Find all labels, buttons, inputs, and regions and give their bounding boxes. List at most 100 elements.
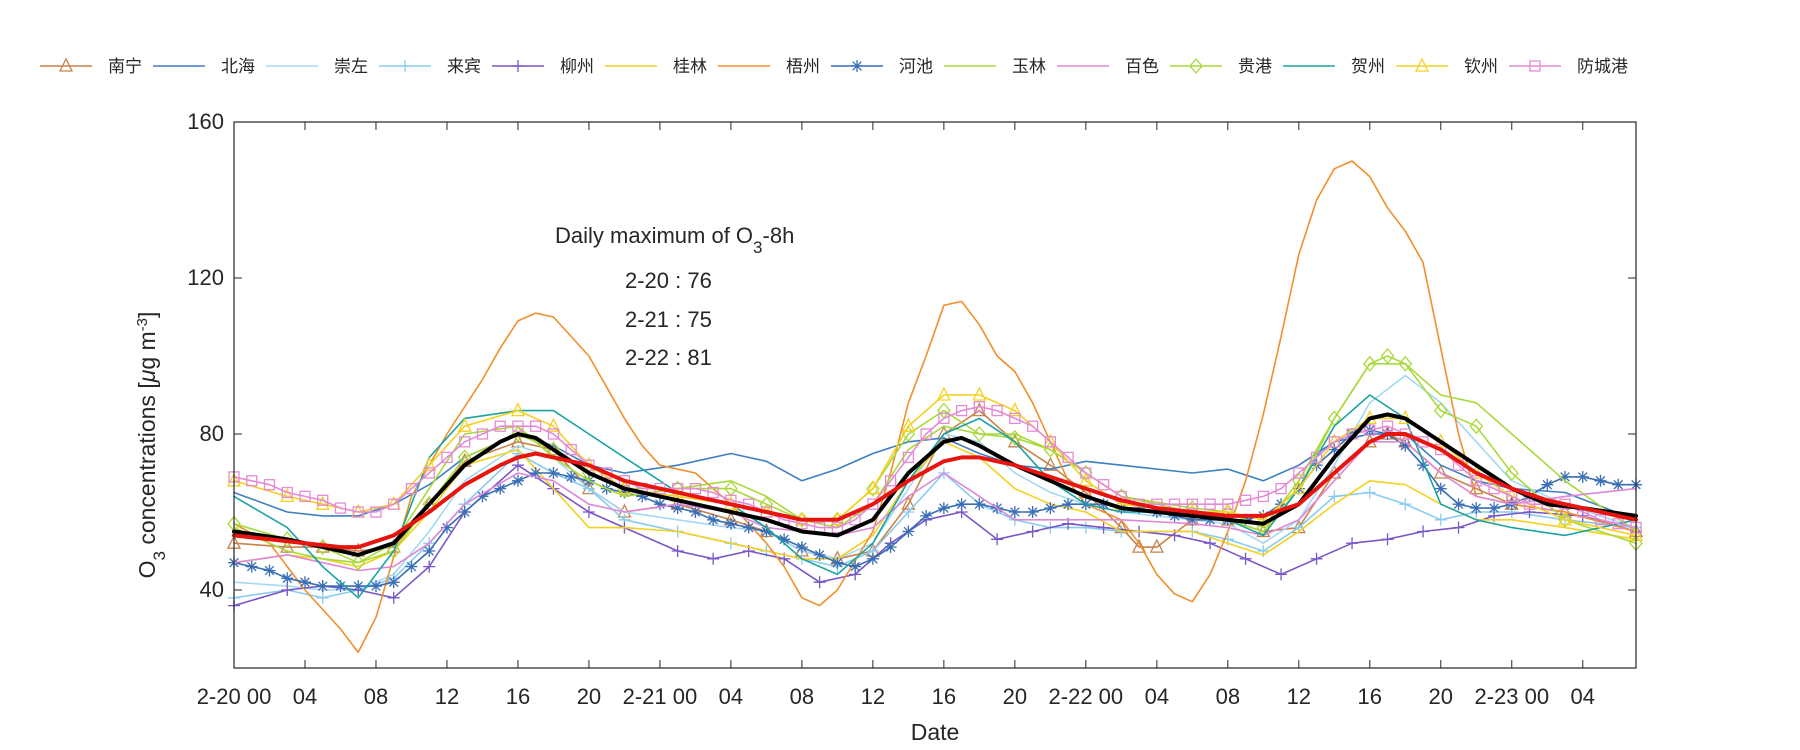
triangle-marker <box>280 487 295 503</box>
asterisk-marker <box>618 486 631 499</box>
diamond-marker <box>972 426 987 442</box>
legend-item-崇左: 崇左 <box>266 57 368 76</box>
triangle-marker <box>1433 464 1448 479</box>
asterisk-marker <box>494 482 507 495</box>
y-axis-label: O3 concentrations [μg m-3] <box>134 312 169 579</box>
x-tick-label: 16 <box>932 684 956 709</box>
plus-marker <box>902 506 915 518</box>
diamond-marker <box>1380 348 1395 364</box>
square-marker <box>494 420 506 432</box>
asterisk-marker <box>920 509 933 522</box>
asterisk-marker <box>884 541 897 554</box>
series-line-8h-mean <box>232 432 1638 550</box>
asterisk-marker <box>1576 470 1589 483</box>
legend-item-贺州: 贺州 <box>1283 57 1385 76</box>
asterisk-marker <box>653 498 666 511</box>
series-line-百色 <box>233 440 1637 572</box>
plus-marker <box>1452 521 1465 534</box>
asterisk-marker <box>1452 498 1465 511</box>
asterisk-marker <box>565 470 578 483</box>
annotation-title: Daily maximum of O3-8h <box>555 223 794 257</box>
square-marker <box>246 475 258 487</box>
triangle-marker <box>1414 57 1430 72</box>
annotation-line-1: 2-20 : 76 <box>625 268 712 293</box>
legend-label: 北海 <box>221 57 255 76</box>
triangle-marker <box>901 417 916 432</box>
square-marker <box>334 502 347 514</box>
square-marker <box>1222 498 1234 510</box>
diamond-marker <box>386 543 401 559</box>
triangle-marker <box>1007 402 1022 417</box>
asterisk-marker <box>1541 478 1554 491</box>
asterisk-marker <box>511 474 524 487</box>
square-marker <box>1488 482 1500 495</box>
square-marker <box>1364 424 1376 436</box>
plus-marker <box>1239 552 1252 565</box>
legend-item-防城港: 防城港 <box>1509 57 1628 76</box>
asterisk-marker <box>1417 459 1430 472</box>
legend-label: 钦州 <box>1464 57 1498 76</box>
asterisk-marker <box>458 506 471 518</box>
triangle-marker <box>510 433 526 448</box>
triangle-marker <box>972 386 987 401</box>
square-marker <box>441 451 453 464</box>
square-marker <box>1080 467 1092 479</box>
asterisk-marker <box>973 498 986 511</box>
y-tick-label: 160 <box>187 109 224 134</box>
series-mean <box>232 412 1638 557</box>
diamond-marker <box>1008 429 1022 446</box>
plus-marker <box>1363 486 1376 499</box>
asterisk-marker <box>1328 443 1341 456</box>
square-marker <box>1026 420 1039 432</box>
x-tick-label: 2-22 00 <box>1049 684 1124 709</box>
square-marker <box>955 404 968 417</box>
asterisk-marker <box>707 513 720 526</box>
square-marker <box>849 514 861 526</box>
triangle-marker <box>865 480 880 495</box>
asterisk-marker <box>263 564 276 577</box>
asterisk-marker <box>689 506 702 518</box>
square-marker <box>459 436 471 448</box>
series-line-梧州 <box>233 160 1637 654</box>
axes-box <box>233 121 1637 669</box>
y-tick-label: 120 <box>187 265 224 290</box>
legend-item-来宾: 来宾 <box>379 57 481 76</box>
plus-marker <box>1417 525 1430 538</box>
asterisk-marker <box>440 521 453 534</box>
asterisk-marker <box>724 517 737 530</box>
x-tick-label: 04 <box>1145 684 1169 709</box>
square-marker <box>1062 451 1074 464</box>
x-tick-label: 12 <box>1287 684 1311 709</box>
legend-item-柳州: 柳州 <box>492 57 594 76</box>
square-marker <box>565 443 577 456</box>
asterisk-marker <box>760 525 773 538</box>
square-marker <box>1435 443 1447 456</box>
square-marker <box>530 420 542 432</box>
square-marker <box>867 498 879 510</box>
plot-frame <box>233 121 1637 669</box>
plus-marker <box>512 60 524 72</box>
asterisk-marker <box>245 560 258 573</box>
series-line-北海 <box>233 433 1637 521</box>
x-tick-label: 20 <box>1429 684 1453 709</box>
triangle-marker <box>1557 511 1573 526</box>
legend-item-玉林: 玉林 <box>944 57 1046 76</box>
square-marker <box>317 494 329 506</box>
triangle-marker <box>546 417 561 432</box>
series-梧州 <box>233 160 1637 654</box>
square-marker <box>512 420 524 432</box>
legend-label: 贵港 <box>1238 57 1272 76</box>
diamond-marker <box>1189 58 1203 74</box>
asterisk-marker <box>851 60 863 72</box>
asterisk-marker <box>1594 474 1607 487</box>
triangle-marker <box>1043 456 1058 471</box>
asterisk-marker <box>316 580 329 593</box>
plus-marker <box>387 591 400 604</box>
asterisk-marker <box>387 576 400 589</box>
plot-area <box>234 122 1636 668</box>
triangle-marker <box>936 386 951 401</box>
x-tick-label: 12 <box>435 684 459 709</box>
asterisk-marker <box>529 467 542 479</box>
series-北海 <box>233 433 1637 521</box>
